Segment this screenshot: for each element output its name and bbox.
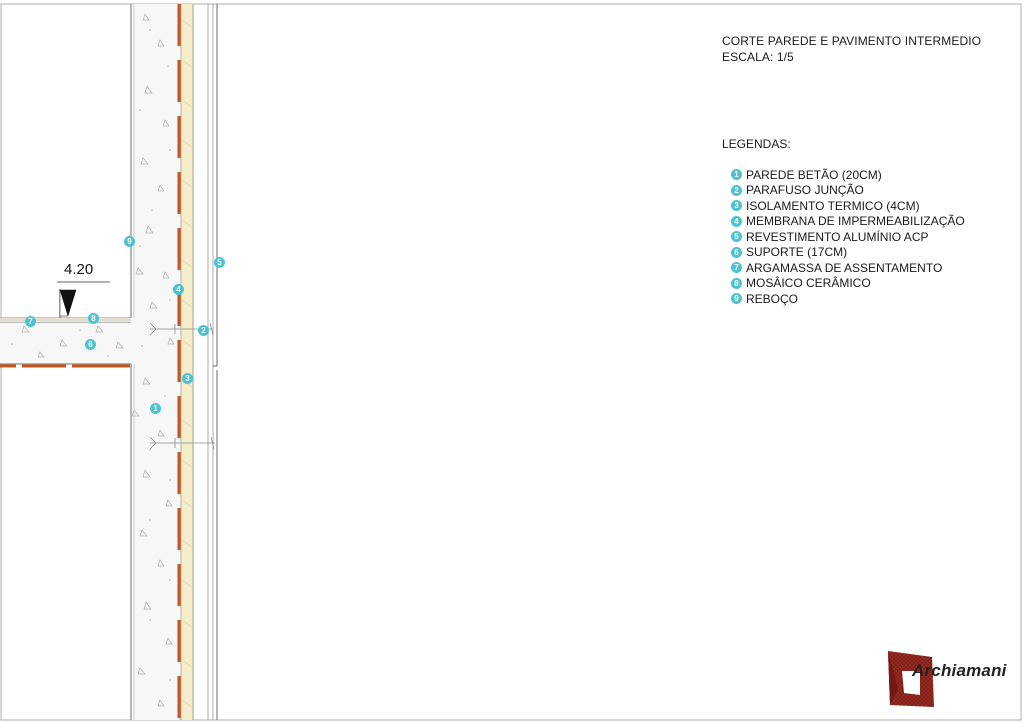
legend-item: 4 MEMBRANA DE IMPERMEABILIZAÇÃO: [731, 214, 965, 230]
legend-label: MOSÂICO CERÂMICO: [746, 276, 871, 291]
legend-item: 2 PARAFUSO JUNÇÃO: [731, 183, 965, 199]
legend-item: 7 ARGAMASSA DE ASSENTAMENTO: [731, 260, 965, 276]
concrete-wall: [131, 4, 179, 720]
legend-title: LEGENDAS:: [722, 137, 791, 151]
legend-item: 5 REVESTIMENTO ALUMÍNIO ACP: [731, 229, 965, 245]
legend-label: ISOLAMENTO TERMICO (4CM): [746, 198, 920, 213]
legend-number-badge: 7: [731, 262, 742, 274]
logo-text: Archiamani: [912, 661, 1007, 680]
legend-item: 6 SUPORTE (17CM): [731, 245, 965, 261]
legend-item: 1 PAREDE BETÃO (20CM): [731, 167, 965, 183]
legend-label: ARGAMASSA DE ASSENTAMENTO: [746, 260, 943, 275]
legend-label: PARAFUSO JUNÇÃO: [746, 183, 864, 198]
callout-6: 6: [85, 339, 96, 350]
callout-2: 2: [198, 325, 209, 336]
callout-3: 3: [182, 373, 193, 384]
legend-label: REBOÇO: [746, 291, 799, 306]
callout-9: 9: [124, 236, 135, 247]
elevation-marker: [57, 281, 110, 318]
archiamani-logo-icon: [888, 651, 934, 707]
legend-label: MEMBRANA DE IMPERMEABILIZAÇÃO: [746, 214, 965, 229]
callout-4: 4: [173, 284, 184, 295]
drawing-title-block: CORTE PAREDE E PAVIMENTO INTERMEDIO ESCA…: [722, 33, 981, 65]
insulation-layer: [182, 4, 193, 720]
legend-label: SUPORTE (17CM): [746, 245, 848, 260]
legend-number-badge: 6: [731, 246, 742, 258]
legend-label: PAREDE BETÃO (20CM): [746, 167, 882, 182]
callout-7: 7: [25, 316, 36, 327]
callout-8: 8: [88, 313, 99, 324]
legend-number-badge: 2: [731, 184, 742, 196]
drawing-scale: ESCALA: 1/5: [722, 50, 794, 64]
concrete-dots: [11, 29, 171, 681]
legend-item: 9 REBOÇO: [731, 291, 965, 307]
elevation-label: 4.20: [64, 261, 94, 278]
legend-number-badge: 3: [731, 200, 742, 212]
legend-number-badge: 1: [731, 169, 742, 181]
callout-5: 5: [214, 257, 225, 268]
legend-item: 8 MOSÂICO CERÂMICO: [731, 276, 965, 292]
legend-number-badge: 9: [731, 293, 742, 305]
legend-item: 3 ISOLAMENTO TERMICO (4CM): [731, 198, 965, 214]
insulation-hatch: [181, 19, 194, 709]
floor-slab: [0, 320, 131, 364]
bolt-lower: [149, 436, 215, 450]
legend-label: REVESTIMENTO ALUMÍNIO ACP: [746, 229, 929, 244]
concrete-hatch: [21, 13, 175, 707]
callout-1: 1: [150, 403, 161, 414]
legend-number-badge: 8: [731, 277, 742, 289]
drawing-title: CORTE PAREDE E PAVIMENTO INTERMEDIO: [722, 34, 982, 48]
legend-number-badge: 5: [731, 231, 742, 243]
legend-number-badge: 4: [731, 215, 742, 227]
